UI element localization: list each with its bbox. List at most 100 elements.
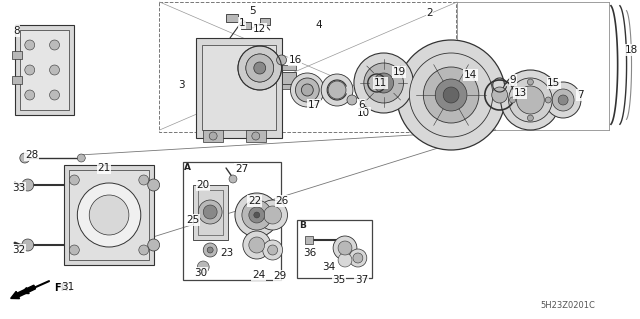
Bar bbox=[305, 236, 314, 244]
Circle shape bbox=[204, 243, 217, 257]
Circle shape bbox=[235, 193, 278, 237]
Circle shape bbox=[25, 65, 35, 75]
Text: 18: 18 bbox=[625, 45, 638, 55]
Circle shape bbox=[410, 53, 493, 137]
Circle shape bbox=[374, 73, 394, 93]
Bar bbox=[204, 130, 223, 142]
Circle shape bbox=[516, 86, 544, 114]
Bar bbox=[246, 130, 266, 142]
Circle shape bbox=[77, 183, 141, 247]
Text: 23: 23 bbox=[220, 248, 234, 258]
Bar bbox=[241, 22, 251, 29]
Circle shape bbox=[25, 90, 35, 100]
Circle shape bbox=[49, 65, 60, 75]
Circle shape bbox=[333, 236, 357, 260]
Circle shape bbox=[558, 95, 568, 105]
Circle shape bbox=[509, 78, 552, 122]
Text: A: A bbox=[184, 163, 191, 172]
Circle shape bbox=[148, 179, 159, 191]
Circle shape bbox=[263, 240, 282, 260]
Text: 14: 14 bbox=[464, 70, 477, 80]
Text: 33: 33 bbox=[12, 183, 25, 193]
Circle shape bbox=[301, 84, 314, 96]
Text: 32: 32 bbox=[12, 245, 25, 255]
Text: 17: 17 bbox=[307, 100, 321, 110]
Text: B: B bbox=[300, 221, 307, 230]
Circle shape bbox=[254, 212, 260, 218]
Bar bbox=[69, 170, 148, 260]
Text: 9: 9 bbox=[509, 75, 516, 85]
Text: 5: 5 bbox=[249, 6, 255, 16]
Circle shape bbox=[328, 81, 346, 99]
Text: 30: 30 bbox=[195, 268, 207, 278]
Bar bbox=[12, 51, 22, 59]
Text: 16: 16 bbox=[289, 55, 301, 65]
Bar bbox=[202, 45, 276, 130]
Text: 6: 6 bbox=[358, 100, 365, 110]
Text: 11: 11 bbox=[374, 78, 387, 88]
Circle shape bbox=[545, 82, 581, 118]
Bar bbox=[65, 165, 154, 265]
Circle shape bbox=[249, 237, 265, 253]
Circle shape bbox=[22, 179, 34, 191]
Circle shape bbox=[20, 153, 29, 163]
Circle shape bbox=[25, 40, 35, 50]
Circle shape bbox=[500, 70, 560, 130]
Text: 20: 20 bbox=[196, 180, 209, 190]
Circle shape bbox=[321, 74, 353, 106]
Text: 19: 19 bbox=[392, 67, 406, 77]
Circle shape bbox=[243, 231, 271, 259]
Text: FR.: FR. bbox=[54, 283, 72, 293]
Circle shape bbox=[545, 97, 551, 103]
Circle shape bbox=[423, 67, 479, 123]
Circle shape bbox=[22, 239, 34, 251]
Text: 12: 12 bbox=[253, 24, 266, 34]
Circle shape bbox=[347, 95, 357, 105]
Circle shape bbox=[69, 245, 79, 255]
Text: 3: 3 bbox=[179, 80, 185, 90]
Bar bbox=[20, 30, 69, 110]
Bar bbox=[282, 72, 296, 84]
Circle shape bbox=[249, 207, 265, 223]
Text: 29: 29 bbox=[274, 271, 287, 281]
Circle shape bbox=[527, 115, 533, 121]
Text: 25: 25 bbox=[186, 215, 200, 225]
Bar bbox=[15, 25, 74, 115]
Circle shape bbox=[77, 154, 85, 162]
Text: 8: 8 bbox=[13, 26, 19, 36]
Text: 10: 10 bbox=[357, 108, 370, 118]
Circle shape bbox=[139, 245, 148, 255]
Circle shape bbox=[254, 62, 266, 74]
Circle shape bbox=[246, 54, 274, 82]
Circle shape bbox=[229, 175, 237, 183]
Circle shape bbox=[209, 132, 217, 140]
Text: 7: 7 bbox=[577, 90, 584, 100]
Text: 2: 2 bbox=[426, 8, 433, 18]
Circle shape bbox=[252, 132, 260, 140]
Circle shape bbox=[527, 79, 533, 85]
Circle shape bbox=[204, 205, 217, 219]
Circle shape bbox=[354, 53, 413, 113]
Bar bbox=[193, 185, 228, 240]
Bar bbox=[282, 65, 296, 70]
Circle shape bbox=[443, 87, 459, 103]
Circle shape bbox=[254, 62, 266, 74]
Circle shape bbox=[353, 253, 363, 263]
Circle shape bbox=[246, 54, 274, 82]
Circle shape bbox=[276, 55, 287, 65]
Circle shape bbox=[207, 247, 213, 253]
Text: 26: 26 bbox=[276, 196, 289, 206]
Bar bbox=[226, 14, 238, 22]
Text: 13: 13 bbox=[513, 88, 527, 98]
Text: 4: 4 bbox=[316, 20, 322, 30]
Circle shape bbox=[49, 90, 60, 100]
Circle shape bbox=[364, 63, 403, 103]
Text: 28: 28 bbox=[25, 150, 38, 160]
Circle shape bbox=[89, 195, 129, 235]
Bar bbox=[159, 2, 456, 132]
Bar bbox=[260, 18, 269, 25]
Circle shape bbox=[397, 40, 506, 150]
Circle shape bbox=[139, 175, 148, 185]
Text: 37: 37 bbox=[355, 275, 368, 285]
Text: 34: 34 bbox=[322, 262, 335, 272]
